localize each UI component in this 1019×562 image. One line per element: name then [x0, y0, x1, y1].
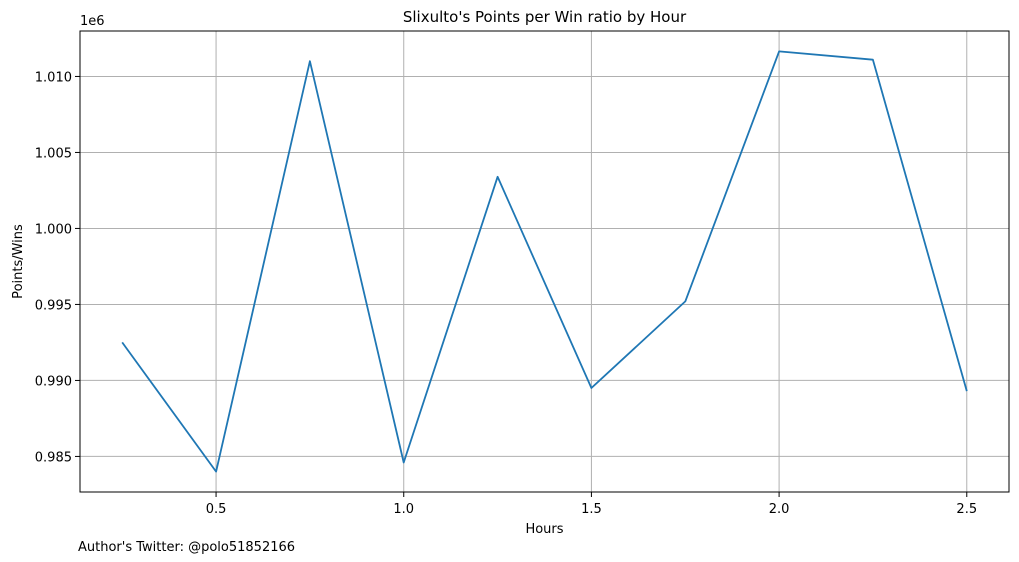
plot-frame: [79, 30, 1010, 493]
series-layer: [121, 50, 968, 473]
x-tick-label: 0.5: [206, 502, 227, 517]
y-tick-label: 0.985: [35, 450, 72, 465]
y-axis-label: Points/Wins: [11, 224, 26, 299]
series-line: [121, 50, 968, 473]
x-tick-label: 2.5: [956, 502, 977, 517]
chart-title: Slixulto's Points per Win ratio by Hour: [403, 8, 687, 26]
y-tick-label: 0.990: [35, 374, 72, 389]
ticks: 0.5 1.0 1.5 2.0 2.5 0.985 0.990 0.995 1.000 1.005…: [35, 70, 977, 517]
y-tick-label: 1.010: [35, 70, 72, 85]
y-tick-label: 1.005: [35, 146, 72, 161]
x-tick-label: 2.0: [769, 502, 790, 517]
grid: [80, 31, 1009, 492]
y-axis-offset-label: 1e6: [80, 14, 105, 29]
author-note: Author's Twitter: @polo51852166: [78, 540, 295, 555]
x-tick-label: 1.0: [393, 502, 414, 517]
x-tick-label: 1.5: [581, 502, 602, 517]
y-tick-label: 1.000: [35, 222, 72, 237]
y-tick-label: 0.995: [35, 298, 72, 313]
x-axis-label: Hours: [525, 522, 563, 537]
